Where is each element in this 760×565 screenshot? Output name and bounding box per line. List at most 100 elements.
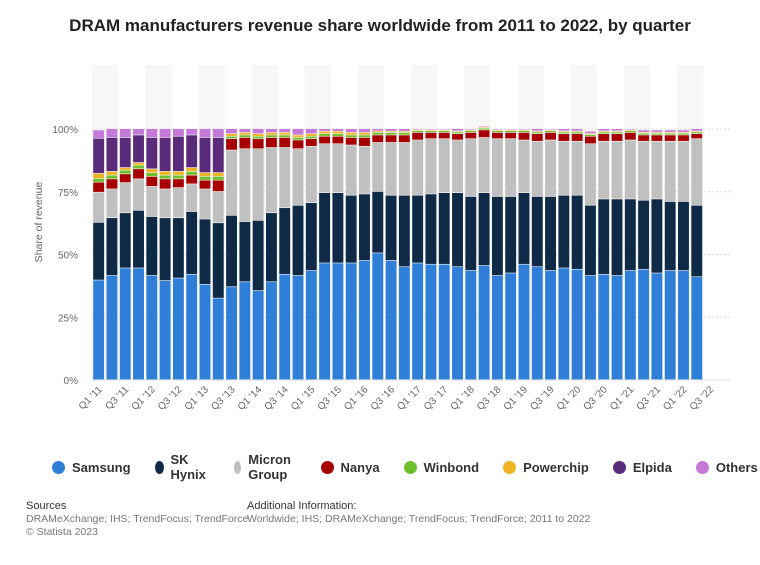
- bar-segment-micron-group: [545, 140, 557, 197]
- bar-segment-nanya: [664, 135, 676, 141]
- bar-segment-others: [398, 129, 410, 131]
- bar-segment-nanya: [584, 136, 596, 144]
- x-tick-label: Q3 '12: [156, 384, 185, 413]
- bar-segment-nanya: [558, 134, 570, 141]
- bar-segment-samsung: [611, 275, 623, 380]
- bar-segment-nanya: [505, 132, 517, 139]
- bar-segment-micron-group: [531, 141, 543, 197]
- bar-segment-powerchip: [239, 132, 251, 135]
- legend-item-elpida[interactable]: Elpida: [612, 460, 672, 475]
- bar-segment-winbond: [212, 176, 224, 180]
- bar-stack: [226, 129, 238, 380]
- bar-segment-winbond: [106, 175, 118, 179]
- bar-segment-nanya: [212, 180, 224, 192]
- bar-segment-micron-group: [452, 140, 463, 193]
- bar-segment-micron-group: [558, 141, 570, 195]
- bar-segment-elpida: [159, 137, 171, 172]
- legend-marker: [233, 460, 242, 474]
- bar-segment-samsung: [345, 263, 357, 380]
- additional-info-label: Additional Information:: [247, 500, 357, 512]
- bar-segment-others: [678, 130, 689, 132]
- legend-item-others[interactable]: Others: [695, 460, 758, 475]
- bar-segment-nanya: [372, 135, 384, 143]
- x-tick-label: Q3 '18: [475, 384, 504, 413]
- sources-label: Sources: [26, 500, 67, 512]
- bar-segment-winbond: [438, 131, 450, 133]
- x-tick-label: Q3 '20: [581, 384, 610, 413]
- bar-segment-elpida: [212, 137, 224, 173]
- bar-segment-winbond: [159, 175, 171, 179]
- x-tick-label: Q1 '17: [395, 384, 424, 413]
- bar-segment-nanya: [106, 179, 118, 189]
- legend-label: Nanya: [340, 459, 380, 475]
- bar-segment-samsung: [279, 274, 291, 380]
- bar-segment-samsung: [133, 268, 144, 380]
- bar-stack: [345, 129, 357, 380]
- bar-segment-sk-hynix: [398, 195, 410, 267]
- bar-segment-sk-hynix: [691, 205, 703, 277]
- bar-segment-powerchip: [332, 131, 344, 134]
- bar-segment-others: [332, 129, 344, 131]
- bar-segment-others: [372, 129, 384, 131]
- legend-item-micron-group[interactable]: Micron Group: [233, 452, 297, 482]
- bar-segment-others: [146, 129, 158, 138]
- bar-stack: [265, 129, 277, 380]
- x-tick-label: Q1 '12: [130, 384, 159, 413]
- bar-segment-powerchip: [119, 167, 131, 170]
- bar-segment-micron-group: [172, 187, 184, 218]
- bar-segment-nanya: [412, 132, 424, 140]
- bar-segment-winbond: [558, 132, 570, 134]
- bar-segment-nanya: [292, 140, 304, 149]
- bar-segment-sk-hynix: [518, 193, 530, 264]
- bar-segment-powerchip: [305, 134, 317, 136]
- bar-segment-others: [359, 129, 370, 133]
- bar-stack: [292, 129, 304, 380]
- bar-segment-nanya: [545, 132, 557, 140]
- bar-segment-others: [226, 129, 238, 134]
- bar-segment-samsung: [558, 268, 570, 380]
- legend-item-nanya[interactable]: Nanya: [320, 459, 380, 475]
- bar-stack: [531, 129, 543, 380]
- bar-segment-nanya: [319, 136, 331, 144]
- bar-segment-nanya: [425, 132, 437, 139]
- legend-item-powerchip[interactable]: Powerchip: [503, 460, 589, 475]
- bar-segment-winbond: [678, 133, 689, 135]
- bar-segment-samsung: [452, 267, 463, 380]
- bar-stack: [93, 130, 105, 380]
- bar-segment-micron-group: [465, 139, 477, 197]
- bar-stack: [305, 129, 317, 380]
- bar-segment-others: [265, 129, 277, 133]
- x-tick-label: Q3 '16: [369, 384, 398, 413]
- bar-segment-micron-group: [106, 189, 118, 218]
- bar-segment-sk-hynix: [292, 205, 304, 276]
- bar-segment-powerchip: [385, 131, 397, 133]
- bar-stack: [332, 129, 344, 380]
- chart-title: DRAM manufacturers revenue share worldwi…: [69, 16, 691, 35]
- bar-segment-micron-group: [93, 192, 105, 223]
- legend-item-winbond[interactable]: Winbond: [403, 460, 479, 475]
- bar-segment-micron-group: [678, 141, 689, 202]
- bar-segment-samsung: [106, 275, 118, 380]
- bar-segment-samsung: [146, 275, 158, 380]
- bar-segment-winbond: [465, 131, 477, 133]
- x-tick-label: Q3 '17: [422, 384, 451, 413]
- bar-segment-others: [584, 131, 596, 134]
- legend-item-samsung[interactable]: Samsung: [52, 460, 131, 475]
- bar-stack: [478, 126, 490, 380]
- bar-segment-others: [452, 129, 463, 131]
- legend-label: Micron Group: [248, 452, 291, 482]
- bar-segment-others: [106, 129, 118, 138]
- bar-segment-winbond: [332, 134, 344, 136]
- bar-segment-powerchip: [372, 131, 384, 133]
- bar-segment-winbond: [518, 131, 530, 133]
- bar-segment-others: [212, 129, 224, 138]
- sources-block: Sources DRAMeXchange; IHS; TrendFocus; T…: [26, 500, 248, 539]
- bar-segment-samsung: [571, 269, 583, 380]
- bar-stack: [425, 129, 437, 380]
- bar-segment-others: [571, 129, 583, 131]
- bar-segment-others: [319, 129, 331, 131]
- bar-segment-nanya: [159, 179, 171, 189]
- bar-segment-samsung: [651, 273, 663, 380]
- y-tick-labels: 0% 25% 50% 75% 100%: [52, 125, 78, 387]
- legend-item-sk-hynix[interactable]: SK Hynix: [154, 452, 210, 482]
